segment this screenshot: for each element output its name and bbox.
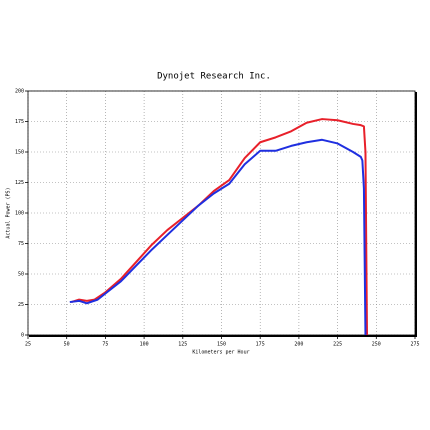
x-tick-label: 225 <box>333 342 342 348</box>
y-tick-label: 0 <box>21 333 24 339</box>
y-axis-label: Actual Power (PS) <box>6 187 12 238</box>
y-tick-label: 75 <box>18 241 24 247</box>
y-tick-label: 150 <box>15 150 24 156</box>
y-tick-label: 100 <box>15 211 24 217</box>
y-tick-label: 200 <box>15 89 24 95</box>
x-tick-label: 150 <box>217 342 226 348</box>
x-tick-label: 75 <box>102 342 108 348</box>
x-axis-label: Kilometers per Hour <box>192 350 249 356</box>
x-tick-label: 50 <box>64 342 70 348</box>
chart-title: Dynojet Research Inc. <box>157 72 271 82</box>
x-tick-label: 25 <box>25 342 31 348</box>
y-tick-label: 25 <box>18 302 24 308</box>
x-tick-label: 100 <box>140 342 149 348</box>
y-tick-label: 175 <box>15 119 24 125</box>
power-line <box>69 138 367 336</box>
x-tick-label: 200 <box>294 342 303 348</box>
x-tick-label: 250 <box>372 342 381 348</box>
x-tick-label: 275 <box>410 342 419 348</box>
y-tick-label: 125 <box>15 180 24 186</box>
y-tick-label: 50 <box>18 272 24 278</box>
power-line <box>71 118 369 336</box>
x-tick-label: 175 <box>256 342 265 348</box>
x-tick-label: 125 <box>178 342 187 348</box>
